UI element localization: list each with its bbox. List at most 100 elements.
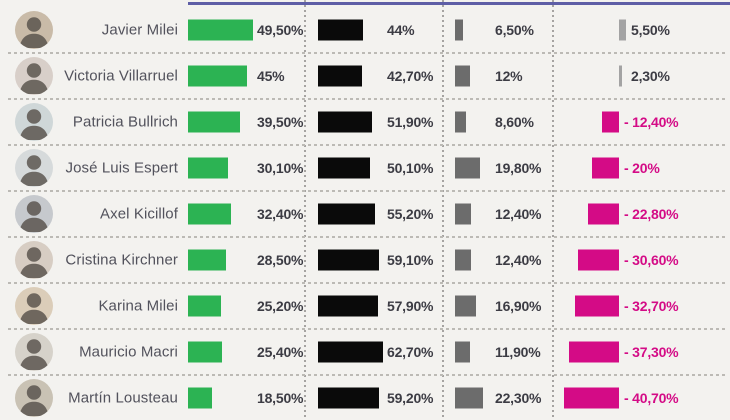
negative-bar <box>318 295 378 317</box>
unknown-bar <box>455 295 477 317</box>
table-row: José Luis Espert 30,10% 50,10% 19,80% - … <box>0 145 730 192</box>
difference-value: - 32,70% <box>624 298 679 314</box>
unknown-value: 16,90% <box>495 298 542 314</box>
candidate-name: Mauricio Macri <box>79 343 178 361</box>
positive-value: 32,40% <box>257 206 304 222</box>
difference-bar <box>592 157 619 179</box>
positive-bar <box>188 249 226 271</box>
avatar <box>15 379 53 417</box>
avatar <box>15 57 53 95</box>
avatar <box>15 195 53 233</box>
positive-bar <box>188 19 254 41</box>
person-silhouette-icon <box>19 247 49 278</box>
chart-top-border <box>188 2 730 5</box>
person-silhouette-icon <box>19 385 49 416</box>
table-row: Victoria Villarruel 45% 42,70% 12% 2,30% <box>0 53 730 100</box>
positive-bar <box>188 203 231 225</box>
unknown-bar <box>455 157 480 179</box>
column-separator <box>552 0 554 420</box>
avatar <box>15 333 53 371</box>
positive-bar <box>188 341 222 363</box>
difference-bar <box>574 295 619 317</box>
difference-value: - 12,40% <box>624 114 679 130</box>
positive-value: 28,50% <box>257 252 304 268</box>
person-silhouette-icon <box>19 63 49 94</box>
column-separator <box>442 0 444 420</box>
positive-value: 18,50% <box>257 390 304 406</box>
table-row: Martín Lousteau 18,50% 59,20% 22,30% - 4… <box>0 375 730 420</box>
unknown-bar <box>455 341 470 363</box>
negative-bar <box>318 111 372 133</box>
positive-bar <box>188 157 228 179</box>
person-silhouette-icon <box>19 109 49 140</box>
person-silhouette-icon <box>19 201 49 232</box>
table-row: Axel Kicillof 32,40% 55,20% 12,40% - 22,… <box>0 191 730 238</box>
unknown-value: 12,40% <box>495 206 542 222</box>
negative-bar <box>318 387 379 409</box>
negative-value: 55,20% <box>387 206 434 222</box>
unknown-bar <box>455 387 483 409</box>
positive-bar <box>188 65 248 87</box>
unknown-bar <box>455 203 471 225</box>
positive-bar <box>188 111 241 133</box>
unknown-value: 8,60% <box>495 114 534 130</box>
table-row: Karina Milei 25,20% 57,90% 16,90% - 32,7… <box>0 283 730 330</box>
avatar <box>15 11 53 49</box>
difference-bar <box>588 203 619 225</box>
difference-value: - 37,30% <box>624 344 679 360</box>
negative-bar <box>318 249 379 271</box>
negative-value: 62,70% <box>387 344 434 360</box>
negative-bar <box>318 157 370 179</box>
table-row: Javier Milei 49,50% 44% 6,50% 5,50% <box>0 7 730 54</box>
column-separator <box>304 0 306 420</box>
unknown-bar <box>455 111 466 133</box>
unknown-bar <box>455 19 464 41</box>
difference-value: - 30,60% <box>624 252 679 268</box>
positive-bar <box>188 387 213 409</box>
unknown-bar <box>455 249 471 271</box>
difference-bar <box>577 249 619 271</box>
difference-bar <box>564 387 619 409</box>
negative-value: 51,90% <box>387 114 434 130</box>
table-row: Mauricio Macri 25,40% 62,70% 11,90% - 37… <box>0 329 730 376</box>
unknown-value: 6,50% <box>495 22 534 38</box>
person-silhouette-icon <box>19 339 49 370</box>
difference-bar <box>568 341 619 363</box>
difference-value: - 20% <box>624 160 660 176</box>
difference-bar <box>619 65 622 87</box>
person-silhouette-icon <box>19 293 49 324</box>
negative-value: 57,90% <box>387 298 434 314</box>
avatar <box>15 149 53 187</box>
candidate-name: Patricia Bullrich <box>72 113 178 131</box>
candidate-name: Karina Milei <box>98 297 178 315</box>
difference-bar <box>619 19 626 41</box>
table-row: Patricia Bullrich 39,50% 51,90% 8,60% - … <box>0 99 730 146</box>
avatar <box>15 241 53 279</box>
unknown-bar <box>455 65 470 87</box>
unknown-value: 19,80% <box>495 160 542 176</box>
negative-bar <box>318 19 364 41</box>
positive-value: 39,50% <box>257 114 304 130</box>
negative-bar <box>318 341 383 363</box>
candidate-name: José Luis Espert <box>65 159 178 177</box>
negative-bar <box>318 203 375 225</box>
unknown-value: 12,40% <box>495 252 542 268</box>
avatar <box>15 103 53 141</box>
difference-value: 2,30% <box>631 68 670 84</box>
positive-value: 30,10% <box>257 160 304 176</box>
person-silhouette-icon <box>19 17 49 48</box>
negative-value: 59,20% <box>387 390 434 406</box>
difference-bar <box>602 111 619 133</box>
candidate-name: Cristina Kirchner <box>65 251 178 269</box>
candidate-name: Javier Milei <box>101 21 178 39</box>
avatar <box>15 287 53 325</box>
negative-value: 44% <box>387 22 415 38</box>
unknown-value: 11,90% <box>495 344 541 360</box>
candidate-name: Victoria Villarruel <box>64 67 178 85</box>
candidate-name: Axel Kicillof <box>100 205 178 223</box>
difference-value: - 40,70% <box>624 390 679 406</box>
negative-value: 42,70% <box>387 68 434 84</box>
negative-bar <box>318 65 362 87</box>
positive-bar <box>188 295 222 317</box>
positive-value: 45% <box>257 68 285 84</box>
